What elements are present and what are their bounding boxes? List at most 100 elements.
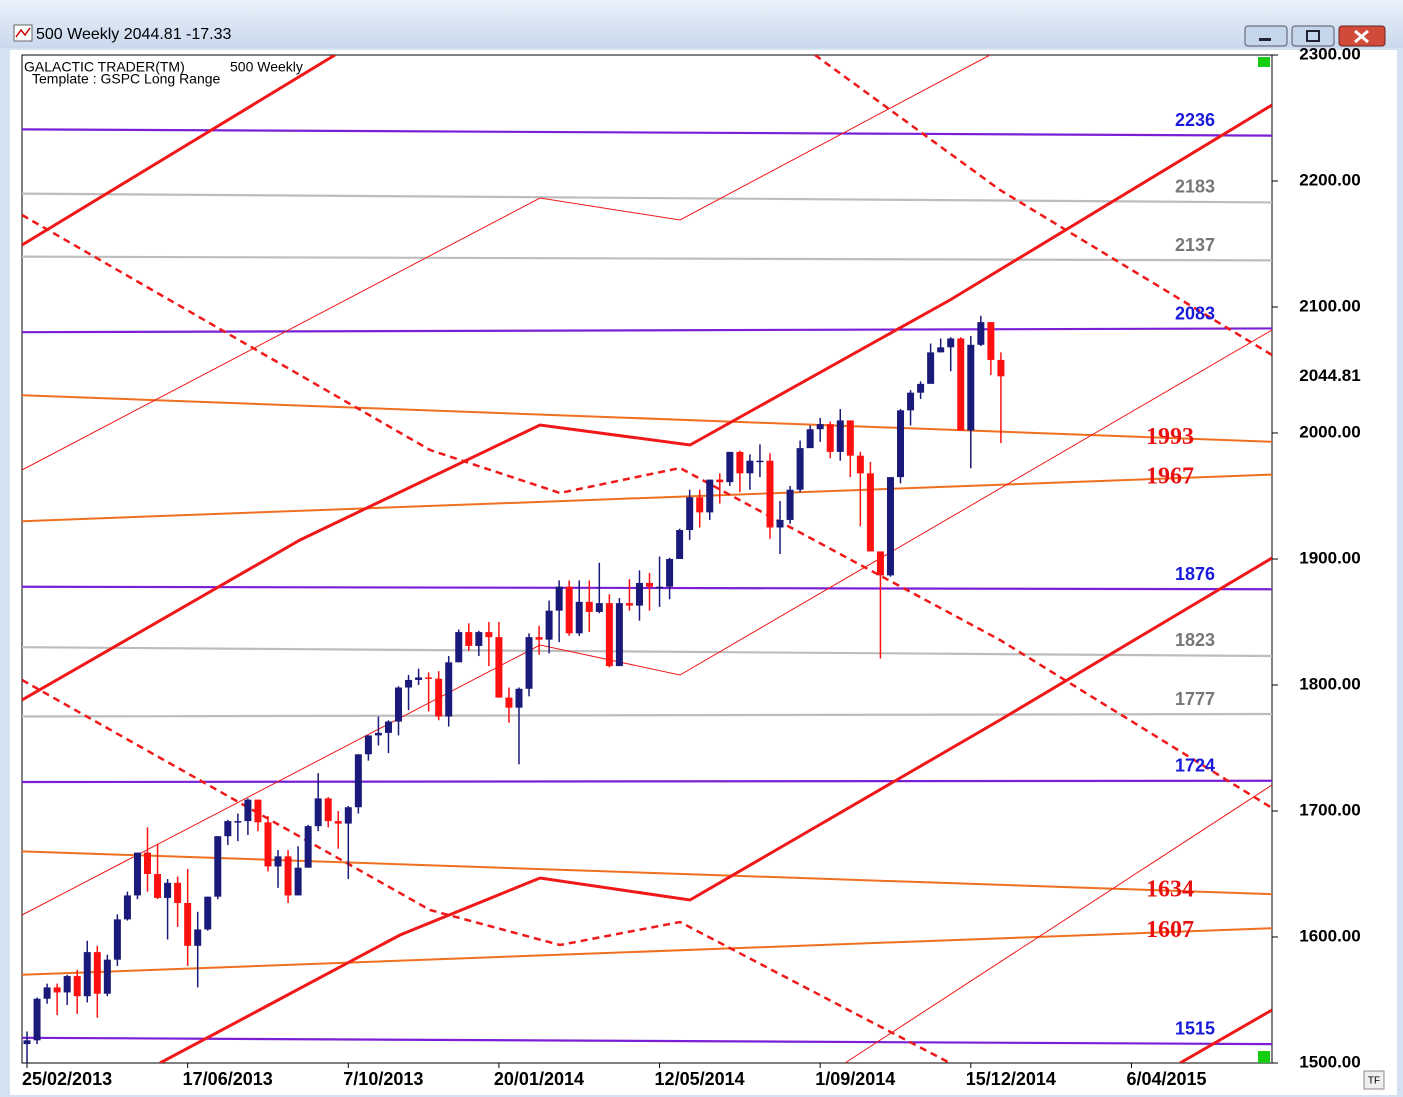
x-tick-label: 25/02/2013	[22, 1069, 112, 1089]
candle-body	[274, 856, 282, 867]
candle-body	[756, 460, 764, 463]
y-tick-label: 2000.00	[1299, 422, 1360, 441]
y-tick-label: 2300.00	[1299, 44, 1360, 63]
x-tick-label: 17/06/2013	[183, 1069, 273, 1089]
candle-body	[786, 489, 794, 520]
candle-body	[314, 798, 322, 827]
maximize-button[interactable]	[1291, 25, 1335, 47]
candle-body	[475, 632, 483, 646]
level-label: 1967	[1146, 463, 1194, 489]
candle-body	[23, 1040, 31, 1045]
candle-body	[204, 896, 212, 930]
x-tick-label: 12/05/2014	[655, 1069, 745, 1089]
chart-subheader: 500 Weekly	[230, 59, 303, 75]
candle-body	[545, 610, 553, 640]
x-tick-label: 7/10/2013	[343, 1069, 423, 1089]
candle-body	[123, 895, 131, 920]
candle-body	[595, 603, 603, 612]
candle-body	[43, 987, 51, 999]
candle-body	[726, 451, 734, 483]
candle-body	[194, 929, 202, 946]
candle-body	[605, 603, 613, 667]
candle-body	[485, 632, 493, 638]
level-label: 2083	[1175, 303, 1215, 323]
candle-body	[53, 987, 61, 993]
minimize-button[interactable]	[1244, 25, 1288, 47]
candle-body	[776, 519, 784, 528]
candle-body	[555, 586, 563, 611]
candle-body	[816, 424, 824, 430]
candle-body	[766, 460, 774, 528]
candle-body	[686, 497, 694, 531]
tf-button[interactable]	[1363, 1070, 1385, 1090]
y-tick-label: 2100.00	[1299, 296, 1360, 315]
candle-body	[63, 976, 71, 993]
y-tick-label: 1900.00	[1299, 548, 1360, 567]
candle-body	[886, 477, 894, 576]
candle-body	[515, 688, 523, 708]
candle-body	[374, 732, 382, 736]
candle-body	[334, 821, 342, 824]
level-line	[22, 394, 1272, 443]
candle-body	[405, 679, 413, 688]
level-line	[22, 128, 1272, 137]
level-label: 1993	[1146, 424, 1194, 450]
candle-body	[535, 637, 543, 640]
candle-body	[324, 798, 332, 822]
candle-body	[806, 429, 814, 449]
candle-body	[525, 637, 533, 689]
candle-body	[264, 822, 272, 867]
level-line	[22, 850, 1272, 896]
level-label: 1876	[1175, 564, 1215, 584]
candle-body	[876, 551, 884, 576]
candle-body	[224, 821, 232, 837]
candle-body	[495, 637, 503, 698]
y-tick-label: 1600.00	[1299, 926, 1360, 945]
candle-body	[917, 383, 925, 393]
candle-body	[435, 678, 443, 717]
candle-body	[344, 807, 352, 824]
candle-body	[294, 867, 302, 896]
candle-body	[907, 392, 915, 411]
candle-body	[997, 359, 1005, 377]
candle-body	[575, 601, 583, 634]
candle-body	[93, 952, 101, 994]
candle-body	[445, 662, 453, 717]
x-tick-label: 15/12/2014	[966, 1069, 1056, 1089]
candle-body	[354, 754, 362, 808]
candle-body	[364, 735, 372, 755]
y-tick-label: 1800.00	[1299, 674, 1360, 693]
x-tick-label: 20/01/2014	[494, 1069, 584, 1089]
candle-body	[244, 799, 252, 822]
candle-body	[947, 338, 955, 348]
candle-body	[977, 322, 985, 345]
candle-body	[856, 455, 864, 474]
level-label: 1515	[1175, 1018, 1215, 1038]
candle-body	[836, 420, 844, 452]
candle-body	[164, 882, 172, 898]
candle-body	[174, 882, 182, 903]
candle-body	[415, 677, 423, 680]
candle-body	[696, 497, 704, 513]
window-title: 500 Weekly 2044.81 -17.33	[36, 26, 232, 43]
candle-body	[33, 998, 41, 1041]
x-tick-label: 1/09/2014	[815, 1069, 895, 1089]
title-bar	[0, 0, 1403, 48]
template-label: Template : GSPC Long Range	[32, 71, 221, 87]
candle-body	[656, 586, 664, 589]
level-line	[22, 712, 1272, 718]
candle-body	[967, 344, 975, 431]
x-tick-label: 6/04/2015	[1126, 1069, 1206, 1089]
candle-body	[304, 826, 312, 868]
level-line	[22, 585, 1272, 591]
candle-body	[666, 559, 674, 587]
y-tick-label: 1500.00	[1299, 1052, 1360, 1071]
level-label: 1634	[1146, 877, 1194, 903]
candle-body	[234, 821, 242, 823]
candle-body	[585, 601, 593, 612]
candle-body	[937, 347, 945, 353]
level-line	[22, 646, 1272, 658]
candle-body	[133, 852, 141, 896]
candle-body	[706, 479, 714, 513]
